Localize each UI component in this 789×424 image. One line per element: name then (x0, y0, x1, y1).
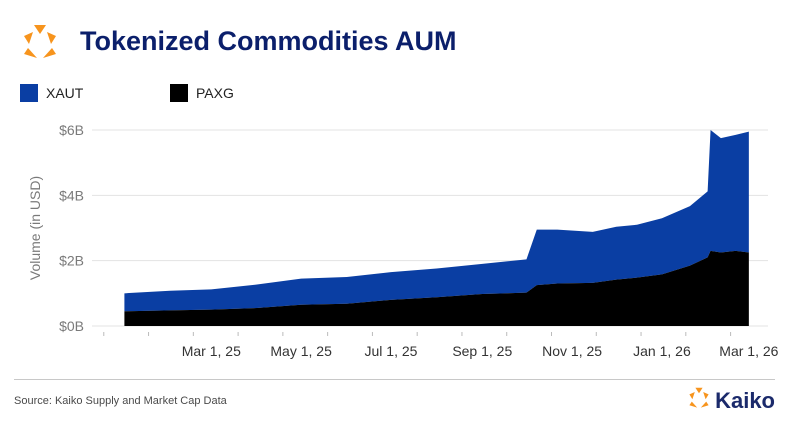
x-tick-label: Mar 1, 26 (719, 343, 778, 359)
y-tick-label: $2B (59, 253, 84, 269)
brand: Kaiko (687, 386, 775, 415)
axis-layer: $0B $2B $4B $6B Mar 1, 25 May 1, 25 Jul 1, 25 S… (27, 122, 779, 359)
x-tick-label: Nov 1, 25 (542, 343, 602, 359)
series-area-xaut (124, 130, 749, 326)
x-tick-label: Sep 1, 25 (452, 343, 512, 359)
x-tick-label: Mar 1, 25 (182, 343, 241, 359)
y-tick-label: $0B (59, 318, 84, 334)
kaiko-logo-icon (20, 22, 60, 62)
legend-swatch-xaut (20, 84, 38, 102)
area-layer (124, 130, 749, 326)
y-tick-label: $6B (59, 122, 84, 138)
source-note: Source: Kaiko Supply and Market Cap Data (14, 395, 227, 407)
aum-area-chart: $0B $2B $4B $6B Mar 1, 25 May 1, 25 Jul 1, 25 S… (27, 122, 779, 359)
y-axis-label: Volume (in USD) (27, 176, 43, 280)
y-tick-label: $4B (59, 187, 84, 203)
series-area-paxg (124, 250, 749, 326)
x-tick-label: Jul 1, 25 (365, 343, 418, 359)
x-tick-label: Jan 1, 26 (633, 343, 691, 359)
x-tick-label: May 1, 25 (270, 343, 332, 359)
legend-item-paxg: PAXG (170, 83, 234, 103)
legend-item-xaut: XAUT (20, 83, 83, 103)
legend-label-xaut: XAUT (46, 85, 84, 101)
page-title: Tokenized Commodities AUM (80, 26, 457, 56)
footer-divider (14, 379, 775, 380)
kaiko-brand-logo-icon (687, 386, 711, 415)
legend-label-paxg: PAXG (196, 85, 234, 101)
legend-swatch-paxg (170, 84, 188, 102)
brand-name: Kaiko (715, 387, 775, 413)
